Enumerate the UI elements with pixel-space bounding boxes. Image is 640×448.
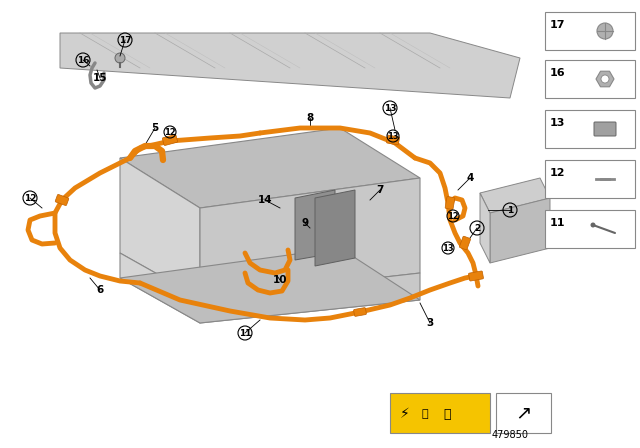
Polygon shape [120, 253, 200, 323]
Text: 7: 7 [376, 185, 384, 195]
FancyBboxPatch shape [545, 12, 635, 50]
FancyBboxPatch shape [594, 122, 616, 136]
FancyBboxPatch shape [545, 160, 635, 198]
Text: 12: 12 [447, 211, 459, 220]
Text: 9: 9 [301, 218, 308, 228]
Text: 2: 2 [474, 224, 480, 233]
Text: 13: 13 [550, 118, 565, 128]
Polygon shape [120, 158, 200, 298]
FancyBboxPatch shape [354, 308, 366, 316]
Text: 1: 1 [507, 206, 513, 215]
Text: 14: 14 [258, 195, 272, 205]
FancyBboxPatch shape [460, 236, 470, 250]
FancyBboxPatch shape [55, 194, 68, 206]
FancyBboxPatch shape [390, 393, 490, 433]
FancyBboxPatch shape [387, 135, 399, 145]
FancyBboxPatch shape [545, 110, 635, 148]
Text: 13: 13 [384, 103, 396, 112]
Text: 12: 12 [24, 194, 36, 202]
Polygon shape [490, 198, 550, 263]
Polygon shape [200, 178, 420, 298]
Circle shape [597, 23, 613, 39]
Polygon shape [480, 178, 550, 213]
Polygon shape [480, 193, 490, 263]
Text: 13: 13 [442, 244, 454, 253]
Text: 5: 5 [152, 123, 159, 133]
Text: 13: 13 [387, 132, 399, 141]
Text: 🤚: 🤚 [443, 408, 451, 421]
FancyBboxPatch shape [445, 197, 455, 210]
Text: 15: 15 [93, 73, 108, 83]
Text: 6: 6 [97, 285, 104, 295]
Polygon shape [315, 190, 355, 266]
FancyBboxPatch shape [496, 393, 551, 433]
Text: 12: 12 [550, 168, 566, 178]
Circle shape [591, 223, 595, 228]
Text: 17: 17 [550, 20, 566, 30]
Text: 3: 3 [426, 318, 434, 328]
Polygon shape [295, 190, 335, 260]
Text: ↗: ↗ [515, 404, 531, 422]
Circle shape [115, 53, 125, 63]
Text: 8: 8 [307, 113, 314, 123]
FancyBboxPatch shape [468, 271, 483, 281]
FancyBboxPatch shape [545, 210, 635, 248]
Text: 17: 17 [118, 35, 131, 44]
FancyBboxPatch shape [163, 134, 177, 146]
Text: ⚡: ⚡ [400, 407, 410, 421]
Text: 11: 11 [239, 328, 252, 337]
Text: 16: 16 [77, 56, 89, 65]
Polygon shape [60, 33, 520, 98]
Text: 479850: 479850 [492, 430, 529, 440]
Text: 11: 11 [550, 218, 566, 228]
Polygon shape [596, 71, 614, 87]
Circle shape [601, 75, 609, 83]
Polygon shape [200, 273, 420, 323]
Text: 📖: 📖 [422, 409, 429, 419]
FancyBboxPatch shape [545, 60, 635, 98]
Text: 16: 16 [550, 68, 566, 78]
Polygon shape [120, 248, 420, 323]
Text: 4: 4 [467, 173, 474, 183]
Text: 12: 12 [164, 128, 176, 137]
Polygon shape [120, 128, 420, 208]
Text: 10: 10 [273, 275, 287, 285]
